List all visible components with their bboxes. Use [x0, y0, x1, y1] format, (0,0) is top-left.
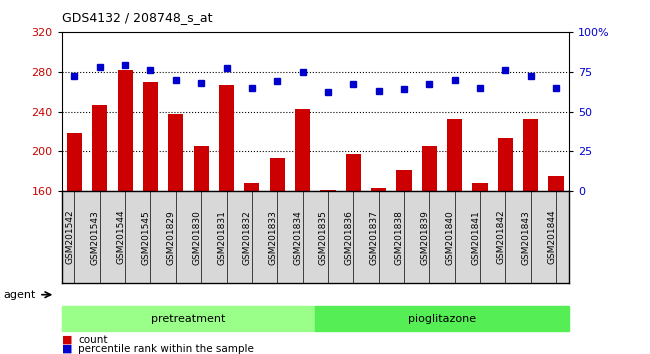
- Text: GSM201838: GSM201838: [395, 210, 404, 265]
- Text: GSM201545: GSM201545: [142, 210, 150, 264]
- Text: GSM201837: GSM201837: [370, 210, 378, 265]
- Text: GSM201542: GSM201542: [66, 210, 74, 264]
- Bar: [194, 146, 209, 350]
- Text: ■: ■: [62, 335, 72, 345]
- Text: agent: agent: [3, 290, 36, 300]
- Text: count: count: [78, 335, 107, 345]
- Text: GSM201841: GSM201841: [471, 210, 480, 264]
- Text: GSM201544: GSM201544: [116, 210, 125, 264]
- Bar: [219, 85, 234, 350]
- Bar: [92, 104, 107, 350]
- Text: GSM201832: GSM201832: [243, 210, 252, 264]
- Text: GSM201835: GSM201835: [319, 210, 328, 265]
- Bar: [523, 120, 538, 350]
- Text: GSM201836: GSM201836: [344, 210, 354, 265]
- Text: GSM201834: GSM201834: [294, 210, 302, 264]
- Bar: [473, 183, 488, 350]
- Text: pretreatment: pretreatment: [151, 314, 226, 324]
- Text: GSM201833: GSM201833: [268, 210, 277, 265]
- Text: GSM201840: GSM201840: [446, 210, 455, 264]
- Text: pioglitazone: pioglitazone: [408, 314, 476, 324]
- Bar: [447, 120, 462, 350]
- Bar: [320, 190, 335, 350]
- Bar: [371, 188, 386, 350]
- Text: ■: ■: [62, 344, 72, 354]
- Text: GSM201844: GSM201844: [547, 210, 556, 264]
- Bar: [498, 138, 513, 350]
- Text: GDS4132 / 208748_s_at: GDS4132 / 208748_s_at: [62, 11, 213, 24]
- Text: percentile rank within the sample: percentile rank within the sample: [78, 344, 254, 354]
- Text: GSM201842: GSM201842: [497, 210, 506, 264]
- Bar: [67, 133, 82, 350]
- Text: GSM201843: GSM201843: [522, 210, 530, 264]
- Bar: [422, 146, 437, 350]
- Bar: [270, 158, 285, 350]
- Bar: [346, 154, 361, 350]
- Bar: [295, 109, 310, 350]
- Bar: [244, 183, 259, 350]
- Text: GSM201543: GSM201543: [91, 210, 100, 264]
- Bar: [118, 70, 133, 350]
- Text: GSM201829: GSM201829: [167, 210, 176, 264]
- Text: GSM201830: GSM201830: [192, 210, 202, 265]
- Text: GSM201839: GSM201839: [421, 210, 429, 265]
- Bar: [396, 170, 411, 350]
- Bar: [168, 114, 183, 350]
- Bar: [143, 82, 158, 350]
- Bar: [549, 176, 564, 350]
- Text: GSM201831: GSM201831: [218, 210, 227, 265]
